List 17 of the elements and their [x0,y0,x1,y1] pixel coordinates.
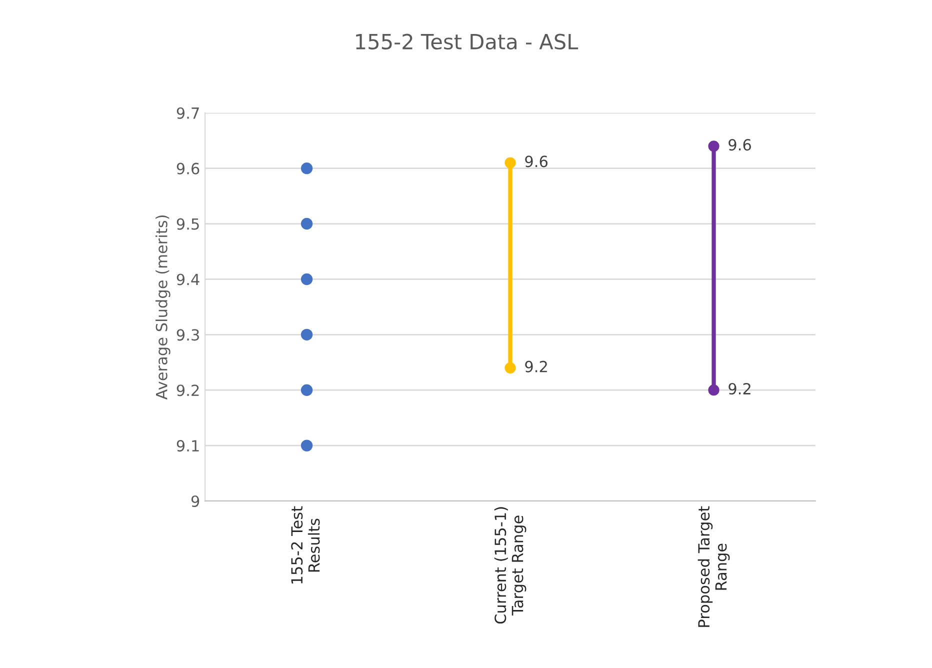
y-tick-label: 9.3 [176,329,199,341]
y-tick-label: 9.1 [176,440,199,452]
x-tick-label: Proposed Target Range [698,506,730,627]
y-tick-label: 9.7 [176,107,199,119]
y-tick-label: 9.2 [176,384,199,396]
data-label: 9.2 [728,382,750,395]
x-tick-label: 155-2 Test Results [291,506,320,584]
x-tick-label: Current (155-1) Target Range [494,507,526,624]
data-label: 9.6 [525,156,548,168]
chart-title: 155-2 Test Data - ASL [356,34,578,50]
data-label: 9.6 [728,139,751,151]
y-axis-title: Average Sludge (merits) [156,215,170,400]
data-label: 9.2 [525,360,547,372]
y-tick-label: 9 [191,495,200,508]
y-tick-label: 9.6 [176,162,200,174]
y-tick-label: 9.5 [176,218,199,230]
y-tick-label: 9.4 [176,274,200,286]
